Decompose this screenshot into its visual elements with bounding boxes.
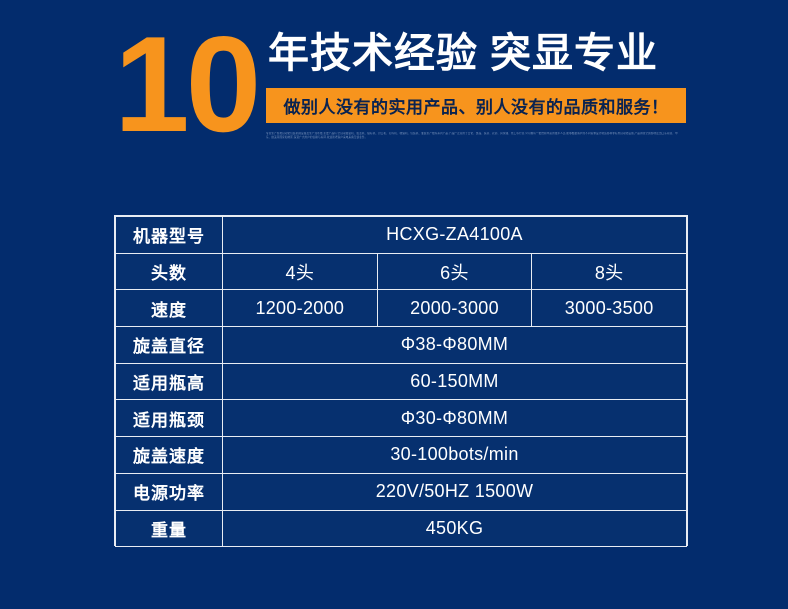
table-row: 旋盖直径 Φ38-Φ80MM: [115, 326, 687, 364]
table-row: 速度 1200-2000 2000-3000 3000-3500: [115, 289, 687, 328]
headline: 年技术经验 突显专业: [268, 28, 658, 78]
spec-value-cell: 1200-2000: [222, 289, 378, 328]
spec-table: 机器型号 HCXG-ZA4100A 头数 4头 6头 8头 速度 1200-2000 2000-…: [115, 216, 687, 548]
spec-value-cell: Φ30-Φ80MM: [222, 399, 687, 438]
spec-label-cell: 旋盖直径: [115, 326, 223, 364]
spec-value-cell: 3000-3500: [531, 289, 687, 328]
spec-label-cell: 重量: [115, 509, 223, 548]
years-number: 10: [114, 8, 261, 160]
spec-value-cell: 8头: [531, 252, 687, 291]
spec-value-cell: 6头: [376, 252, 533, 291]
table-row: 适用瓶高 60-150MM: [115, 362, 687, 401]
headline-part-1: 年技术经验: [268, 30, 478, 76]
spec-value-cell: Φ38-Φ80MM: [222, 326, 687, 364]
subtitle-text: 做别人没有的实用产品、别人没有的品质和服务！: [283, 98, 669, 117]
table-row: 电源功率 220V/50HZ 1500W: [115, 472, 687, 511]
spec-value-cell: 450KG: [222, 509, 687, 548]
spec-label-cell: 机器型号: [115, 216, 223, 254]
table-row: 重量 450KG: [115, 509, 687, 548]
table-row: 头数 4头 6头 8头: [115, 252, 687, 291]
spec-label-cell: 头数: [115, 252, 223, 291]
fine-print-text: 专业生产各类自动化包装机械设备及生产流水线,主要产品有:全自动灌装机、旋盖机、贴…: [266, 132, 678, 140]
spec-value-cell: 60-150MM: [222, 362, 687, 401]
spec-value-cell: 4头: [222, 252, 378, 291]
spec-label-cell: 适用瓶高: [115, 362, 223, 401]
spec-label-cell: 速度: [115, 289, 223, 328]
headline-part-2: 突显专业: [490, 30, 658, 76]
spec-table-container: 机器型号 HCXG-ZA4100A 头数 4头 6头 8头 速度 1200-2000 2000-…: [114, 215, 688, 548]
table-row: 机器型号 HCXG-ZA4100A: [115, 216, 687, 254]
table-row: 适用瓶颈 Φ30-Φ80MM: [115, 399, 687, 438]
subtitle-banner: 做别人没有的实用产品、别人没有的品质和服务！: [266, 88, 686, 123]
spec-label-cell: 适用瓶颈: [115, 399, 223, 438]
spec-label-cell: 旋盖速度: [115, 436, 223, 474]
spec-label-cell: 电源功率: [115, 472, 223, 511]
promo-header: 10 年技术经验 突显专业 做别人没有的实用产品、别人没有的品质和服务！ 专业生产…: [0, 0, 788, 180]
spec-value-cell: 220V/50HZ 1500W: [222, 472, 687, 511]
spec-value-cell: 2000-3000: [376, 289, 533, 328]
spec-value-cell: HCXG-ZA4100A: [222, 216, 687, 254]
spec-value-cell: 30-100bots/min: [222, 436, 687, 474]
table-row: 旋盖速度 30-100bots/min: [115, 436, 687, 474]
